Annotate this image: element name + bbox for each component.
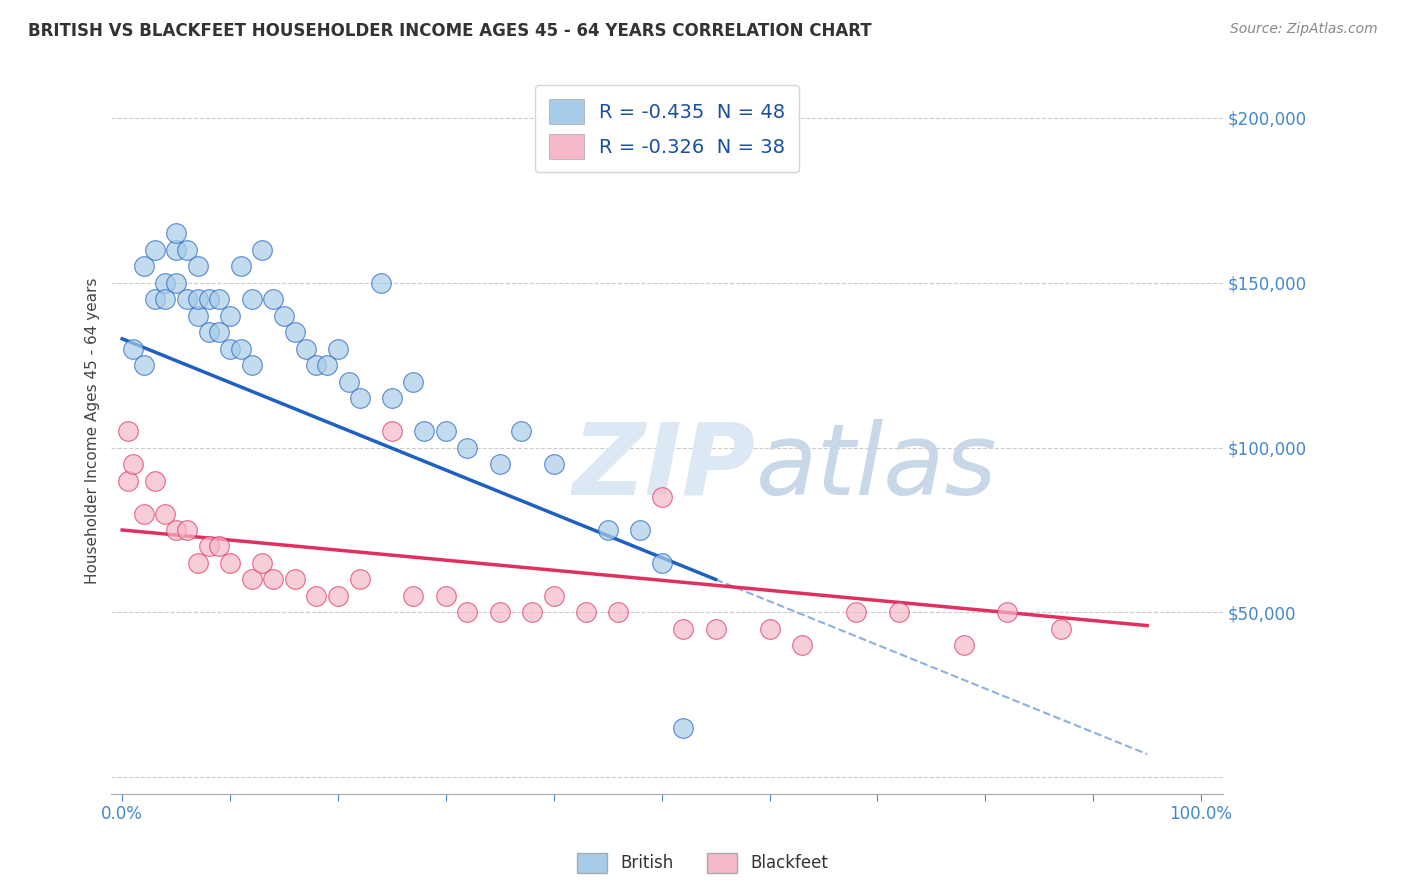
Point — [240, 573, 263, 587]
Point — [845, 606, 868, 620]
Point — [284, 573, 307, 587]
Point — [651, 490, 673, 504]
Point — [1049, 622, 1071, 636]
Point — [197, 292, 219, 306]
Point — [208, 292, 231, 306]
Point — [208, 325, 231, 339]
Point — [651, 556, 673, 570]
Point — [132, 507, 155, 521]
Point — [326, 342, 349, 356]
Point — [229, 260, 252, 274]
Point — [758, 622, 780, 636]
Point — [252, 243, 274, 257]
Point — [176, 243, 198, 257]
Point — [176, 523, 198, 537]
Point — [413, 424, 436, 438]
Point — [316, 358, 339, 372]
Text: BRITISH VS BLACKFEET HOUSEHOLDER INCOME AGES 45 - 64 YEARS CORRELATION CHART: BRITISH VS BLACKFEET HOUSEHOLDER INCOME … — [28, 22, 872, 40]
Point — [122, 342, 145, 356]
Point — [143, 292, 166, 306]
Point — [402, 589, 425, 603]
Point — [197, 540, 219, 554]
Point — [176, 292, 198, 306]
Point — [262, 292, 284, 306]
Point — [672, 721, 695, 735]
Point — [607, 606, 630, 620]
Point — [132, 260, 155, 274]
Point — [219, 556, 242, 570]
Point — [165, 243, 187, 257]
Point — [294, 342, 316, 356]
Point — [117, 424, 139, 438]
Point — [155, 276, 177, 290]
Text: ZIP: ZIP — [572, 419, 756, 516]
Point — [219, 342, 242, 356]
Point — [262, 573, 284, 587]
Y-axis label: Householder Income Ages 45 - 64 years: Householder Income Ages 45 - 64 years — [86, 277, 100, 584]
Point — [219, 309, 242, 323]
Point — [704, 622, 727, 636]
Point — [122, 457, 145, 471]
Point — [349, 391, 371, 405]
Point — [456, 606, 478, 620]
Point — [543, 457, 565, 471]
Point — [305, 358, 328, 372]
Point — [143, 243, 166, 257]
Point — [187, 292, 209, 306]
Point — [510, 424, 533, 438]
Point — [522, 606, 544, 620]
Point — [434, 589, 457, 603]
Point — [187, 556, 209, 570]
Point — [596, 523, 619, 537]
Legend: British, Blackfeet: British, Blackfeet — [571, 847, 835, 880]
Point — [240, 358, 263, 372]
Point — [117, 474, 139, 488]
Point — [240, 292, 263, 306]
Point — [229, 342, 252, 356]
Point — [165, 227, 187, 241]
Point — [456, 441, 478, 455]
Point — [370, 276, 392, 290]
Point — [326, 589, 349, 603]
Point — [434, 424, 457, 438]
Point — [155, 292, 177, 306]
Point — [381, 391, 404, 405]
Point — [208, 540, 231, 554]
Point — [672, 622, 695, 636]
Point — [952, 638, 974, 652]
Point — [337, 375, 360, 389]
Point — [284, 325, 307, 339]
Point — [187, 260, 209, 274]
Point — [488, 457, 510, 471]
Point — [349, 573, 371, 587]
Point — [165, 276, 187, 290]
Point — [143, 474, 166, 488]
Point — [995, 606, 1018, 620]
Point — [273, 309, 295, 323]
Point — [155, 507, 177, 521]
Legend: R = -0.435  N = 48, R = -0.326  N = 38: R = -0.435 N = 48, R = -0.326 N = 38 — [536, 86, 799, 172]
Point — [575, 606, 598, 620]
Point — [628, 523, 651, 537]
Point — [252, 556, 274, 570]
Text: Source: ZipAtlas.com: Source: ZipAtlas.com — [1230, 22, 1378, 37]
Point — [132, 358, 155, 372]
Point — [543, 589, 565, 603]
Point — [187, 309, 209, 323]
Point — [165, 523, 187, 537]
Point — [305, 589, 328, 603]
Point — [887, 606, 910, 620]
Point — [790, 638, 813, 652]
Text: atlas: atlas — [756, 419, 997, 516]
Point — [381, 424, 404, 438]
Point — [197, 325, 219, 339]
Point — [402, 375, 425, 389]
Point — [488, 606, 510, 620]
